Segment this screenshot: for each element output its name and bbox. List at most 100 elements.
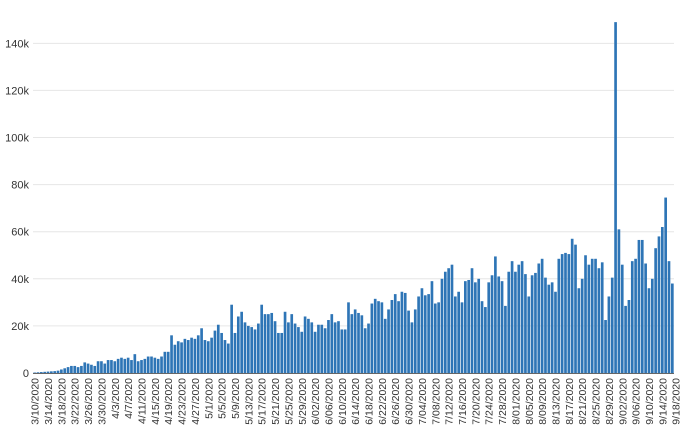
x-tick-label: 7/28/2020 — [497, 378, 509, 425]
bar — [360, 315, 364, 373]
bar — [333, 322, 337, 373]
bar — [577, 288, 581, 373]
bar — [270, 312, 274, 373]
bar — [470, 268, 474, 373]
x-tick-label: 4/27/2020 — [190, 378, 202, 425]
bar — [457, 291, 460, 373]
bar — [504, 305, 507, 373]
bar — [634, 258, 637, 373]
bar — [176, 341, 180, 373]
bar — [126, 357, 130, 373]
bar — [313, 331, 317, 373]
bar — [236, 316, 240, 373]
bar-series — [33, 22, 674, 373]
bar — [320, 324, 324, 373]
bar — [527, 296, 531, 373]
bar — [487, 282, 491, 373]
bar — [183, 338, 187, 373]
x-tick-label: 5/5/2020 — [217, 378, 229, 419]
y-tick-label: 100k — [5, 133, 29, 145]
x-tick-label: 4/7/2020 — [123, 378, 135, 419]
bar — [323, 328, 327, 373]
bar — [100, 361, 103, 373]
bar — [557, 258, 561, 373]
bar — [423, 295, 427, 373]
bar — [417, 296, 420, 373]
bar — [544, 277, 547, 373]
y-axis-ticks: 0 20k 40k 60k 80k 100k 120k 140k — [5, 38, 29, 380]
bar — [267, 314, 270, 373]
bar — [297, 327, 300, 373]
bar — [547, 284, 551, 373]
bar — [86, 363, 90, 373]
y-tick-label: 140k — [5, 38, 29, 50]
bar — [330, 314, 334, 373]
bar — [440, 278, 444, 373]
x-tick-label: 6/06/2020 — [323, 378, 335, 425]
x-tick-label: 9/14/2020 — [657, 378, 669, 425]
bar — [594, 258, 597, 373]
bar — [90, 364, 93, 373]
x-tick-label: 3/14/2020 — [43, 378, 55, 425]
bar — [247, 325, 250, 373]
bar — [660, 227, 664, 373]
bar — [427, 294, 430, 373]
bar — [190, 337, 193, 373]
bar — [484, 307, 487, 373]
bar — [664, 197, 667, 373]
y-tick-label: 40k — [11, 274, 29, 286]
bar — [564, 252, 567, 373]
bar — [66, 367, 70, 373]
x-tick-label: 8/09/2020 — [537, 378, 549, 425]
bar — [46, 371, 50, 373]
x-tick-label: 9/18/2020 — [671, 378, 680, 425]
bar — [210, 337, 213, 373]
bar — [644, 263, 647, 373]
bar — [524, 274, 527, 373]
bar — [290, 314, 294, 373]
x-tick-label: 8/05/2020 — [524, 378, 536, 425]
bar — [627, 300, 631, 373]
bar — [260, 304, 264, 373]
bar — [303, 316, 307, 373]
bar — [517, 264, 521, 373]
bar — [474, 282, 477, 373]
bar — [400, 291, 404, 373]
x-tick-label: 7/20/2020 — [470, 378, 482, 425]
bar — [413, 309, 417, 373]
bar — [453, 296, 457, 373]
bar — [574, 244, 577, 373]
bar — [220, 332, 223, 373]
bar — [96, 361, 100, 373]
x-tick-label: 5/29/2020 — [297, 378, 309, 425]
x-tick-label: 3/10/2020 — [30, 378, 42, 425]
bar — [377, 301, 380, 373]
x-tick-label: 6/26/2020 — [390, 378, 402, 425]
bar — [337, 321, 340, 373]
x-tick-label: 7/12/2020 — [444, 378, 456, 425]
bar — [433, 303, 437, 373]
bar — [307, 318, 310, 373]
x-tick-label: 9/06/2020 — [631, 378, 643, 425]
bar — [480, 301, 484, 373]
bar — [240, 311, 243, 373]
x-tick-label: 4/19/2020 — [163, 378, 175, 425]
bar — [383, 318, 387, 373]
bar — [280, 332, 284, 373]
bar — [243, 322, 247, 373]
x-tick-label: 4/15/2020 — [150, 378, 162, 425]
bar — [40, 372, 43, 373]
bar — [250, 327, 254, 373]
x-tick-label: 9/02/2020 — [617, 378, 629, 425]
bar — [53, 371, 57, 373]
x-tick-label: 5/9/2020 — [230, 378, 242, 419]
bar — [123, 358, 127, 373]
bar — [163, 351, 167, 373]
bar — [467, 279, 471, 373]
bar — [136, 361, 140, 373]
bar — [133, 354, 137, 373]
bar — [640, 239, 644, 373]
bar — [500, 281, 504, 373]
x-tick-label: 8/25/2020 — [591, 378, 603, 425]
